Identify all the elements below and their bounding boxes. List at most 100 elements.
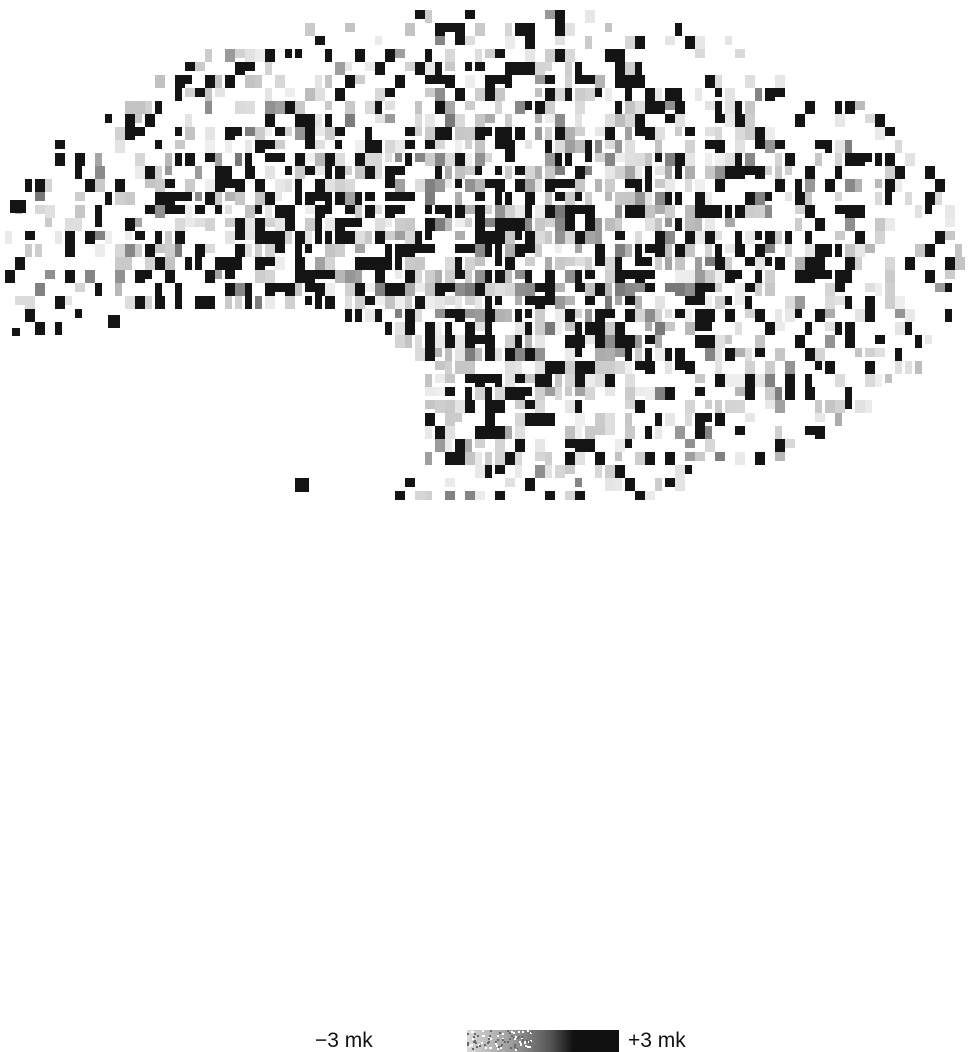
map-cell — [575, 322, 582, 335]
map-cell — [475, 465, 485, 478]
map-cell — [465, 140, 472, 149]
map-cell — [485, 335, 495, 348]
colorbar-speckle — [517, 1037, 519, 1039]
map-cell — [645, 322, 652, 331]
map-cell — [475, 309, 485, 322]
map-cell — [795, 296, 805, 309]
map-cell — [155, 192, 165, 205]
map-cell — [455, 335, 465, 348]
map-cell — [715, 296, 725, 309]
map-cell — [185, 127, 195, 140]
map-cell — [505, 218, 515, 231]
map-cell — [395, 270, 402, 279]
map-cell — [665, 36, 675, 45]
map-cell — [45, 218, 52, 227]
map-cell — [105, 231, 112, 244]
map-cell — [655, 101, 665, 114]
map-cell — [775, 179, 785, 192]
colorbar-speckle — [531, 1031, 533, 1033]
map-cell — [615, 153, 625, 162]
map-cell — [745, 309, 755, 318]
map-cell — [275, 244, 285, 253]
map-cell — [365, 101, 375, 114]
map-cell — [725, 205, 732, 218]
map-cell — [555, 283, 565, 292]
map-cell — [735, 400, 745, 413]
map-cell — [12, 328, 20, 336]
map-cell — [795, 309, 802, 318]
map-cell — [635, 387, 645, 396]
map-cell — [545, 270, 555, 283]
map-cell — [475, 23, 485, 36]
map-cell — [545, 75, 555, 84]
map-cell — [245, 62, 255, 71]
map-cell — [415, 10, 425, 19]
colorbar-speckle — [500, 1047, 502, 1049]
colorbar-speckle — [534, 1047, 536, 1049]
map-cell — [665, 231, 675, 244]
map-cell — [145, 101, 152, 114]
map-cell — [375, 140, 382, 153]
map-cell — [525, 49, 535, 62]
map-cell — [85, 270, 95, 283]
map-cell — [605, 140, 615, 149]
map-cell — [625, 309, 635, 322]
map-cell — [495, 166, 502, 175]
map-cell — [445, 400, 455, 413]
colorbar-speckle — [522, 1039, 524, 1041]
map-cell — [645, 387, 655, 400]
map-cell — [605, 478, 615, 491]
map-cell — [835, 101, 842, 114]
map-cell — [315, 75, 322, 88]
map-cell — [585, 10, 595, 23]
map-cell — [585, 192, 592, 205]
map-cell — [225, 283, 235, 296]
map-cell — [465, 36, 475, 45]
map-cell — [945, 270, 955, 279]
map-cell — [685, 140, 695, 153]
map-cell — [545, 257, 552, 270]
colorbar-speckle — [504, 1041, 506, 1043]
map-cell — [855, 244, 865, 257]
map-cell — [335, 231, 345, 244]
map-cell — [735, 452, 745, 465]
map-cell — [165, 153, 172, 166]
map-cell — [35, 192, 45, 201]
map-cell — [775, 140, 785, 149]
map-cell — [75, 309, 82, 318]
map-cell — [315, 205, 325, 218]
map-cell — [615, 166, 625, 179]
map-cell — [425, 127, 435, 140]
map-cell — [435, 218, 445, 231]
map-cell — [875, 127, 885, 140]
map-cell — [555, 257, 565, 270]
map-cell — [265, 88, 272, 101]
map-cell — [525, 335, 532, 348]
map-cell — [615, 49, 625, 62]
map-cell — [645, 257, 652, 266]
map-cell — [545, 231, 552, 244]
map-cell — [725, 296, 732, 305]
map-cell — [245, 140, 252, 153]
map-cell — [685, 153, 695, 166]
map-cell — [505, 127, 512, 140]
map-cell — [505, 309, 512, 322]
map-cell — [365, 205, 375, 218]
map-cell — [715, 88, 722, 97]
map-cell — [625, 62, 635, 75]
map-cell — [745, 101, 755, 114]
map-cell — [325, 179, 335, 192]
map-cell — [665, 101, 675, 110]
map-cell — [565, 23, 575, 36]
map-cell — [635, 361, 645, 370]
map-cell — [305, 140, 315, 149]
map-cell — [805, 179, 815, 192]
map-cell — [755, 231, 762, 240]
map-cell — [765, 166, 772, 175]
map-cell — [555, 23, 565, 36]
map-cell — [485, 75, 495, 88]
map-cell — [535, 348, 545, 361]
map-cell — [675, 309, 685, 318]
map-cell — [305, 244, 312, 253]
map-cell — [575, 231, 585, 244]
